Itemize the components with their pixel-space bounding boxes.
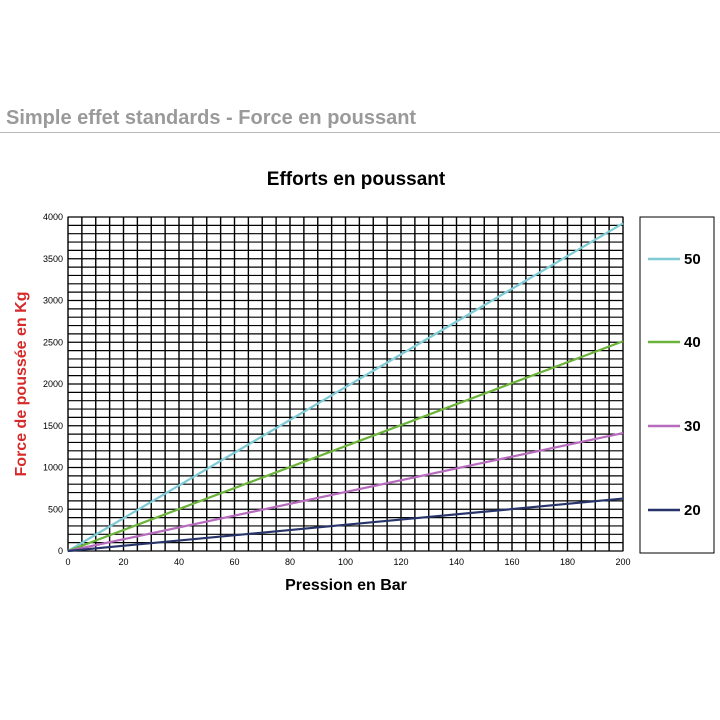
legend-box — [639, 216, 715, 554]
series-line-40 — [67, 340, 624, 553]
y-tick-label: 2000 — [43, 379, 63, 389]
x-tick-label: 200 — [615, 557, 630, 567]
x-tick-label: 160 — [504, 557, 519, 567]
y-tick-label: 4000 — [43, 212, 63, 222]
x-tick-label: 140 — [449, 557, 464, 567]
y-tick-label: 2500 — [43, 337, 63, 347]
legend-label-50: 50 — [684, 251, 701, 268]
x-tick-label: 80 — [285, 557, 295, 567]
series-line-30 — [67, 431, 624, 553]
x-axis-label: Pression en Bar — [285, 577, 407, 594]
y-tick-label: 3500 — [43, 254, 63, 264]
y-tick-label: 3000 — [43, 296, 63, 306]
legend-label-30: 30 — [684, 418, 701, 435]
y-axis-label: Force de poussée en Kg — [13, 292, 30, 477]
x-tick-label: 180 — [560, 557, 575, 567]
heading-divider — [0, 132, 720, 133]
series-line-20 — [67, 497, 624, 553]
x-tick-label: 40 — [174, 557, 184, 567]
y-tick-label: 500 — [48, 504, 63, 514]
series-line-50 — [67, 222, 624, 552]
chart-title: Efforts en poussant — [267, 169, 446, 190]
plot-area-border — [67, 216, 624, 552]
legend-label-20: 20 — [684, 502, 701, 519]
series-lines — [67, 222, 624, 553]
x-tick-label: 20 — [118, 557, 128, 567]
y-tick-label: 1500 — [43, 421, 63, 431]
x-tick-label: 0 — [65, 557, 70, 567]
y-tick-label: 0 — [58, 546, 63, 556]
axis-ticks: 0 20 40 60 80 100 120 140 160 180 2000500100015002… — [43, 212, 631, 567]
y-tick-label: 1000 — [43, 463, 63, 473]
page-heading: Simple effet standards - Force en poussa… — [6, 107, 417, 129]
x-tick-label: 60 — [229, 557, 239, 567]
x-tick-label: 120 — [393, 557, 408, 567]
x-tick-label: 100 — [338, 557, 353, 567]
legend: 50 40 30 20 — [648, 251, 701, 519]
legend-label-40: 40 — [684, 334, 701, 351]
